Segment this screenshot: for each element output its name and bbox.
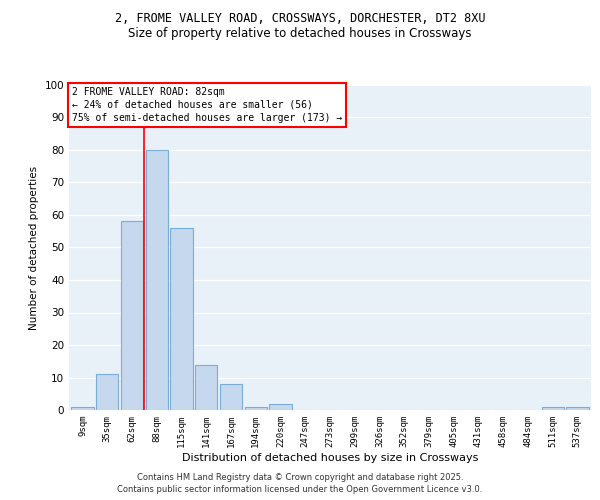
Bar xyxy=(121,222,143,410)
Text: Contains HM Land Registry data © Crown copyright and database right 2025.
Contai: Contains HM Land Registry data © Crown c… xyxy=(118,472,482,494)
Bar xyxy=(170,228,193,410)
Bar xyxy=(245,407,267,410)
Bar xyxy=(269,404,292,410)
Text: 2 FROME VALLEY ROAD: 82sqm
← 24% of detached houses are smaller (56)
75% of semi: 2 FROME VALLEY ROAD: 82sqm ← 24% of deta… xyxy=(71,86,342,123)
Bar xyxy=(71,407,94,410)
Y-axis label: Number of detached properties: Number of detached properties xyxy=(29,166,39,330)
Bar xyxy=(220,384,242,410)
Text: Size of property relative to detached houses in Crossways: Size of property relative to detached ho… xyxy=(128,28,472,40)
Text: 2, FROME VALLEY ROAD, CROSSWAYS, DORCHESTER, DT2 8XU: 2, FROME VALLEY ROAD, CROSSWAYS, DORCHES… xyxy=(115,12,485,26)
Bar xyxy=(96,374,118,410)
X-axis label: Distribution of detached houses by size in Crossways: Distribution of detached houses by size … xyxy=(182,452,478,462)
Bar xyxy=(542,407,564,410)
Bar xyxy=(146,150,168,410)
Bar xyxy=(566,407,589,410)
Bar xyxy=(195,364,217,410)
